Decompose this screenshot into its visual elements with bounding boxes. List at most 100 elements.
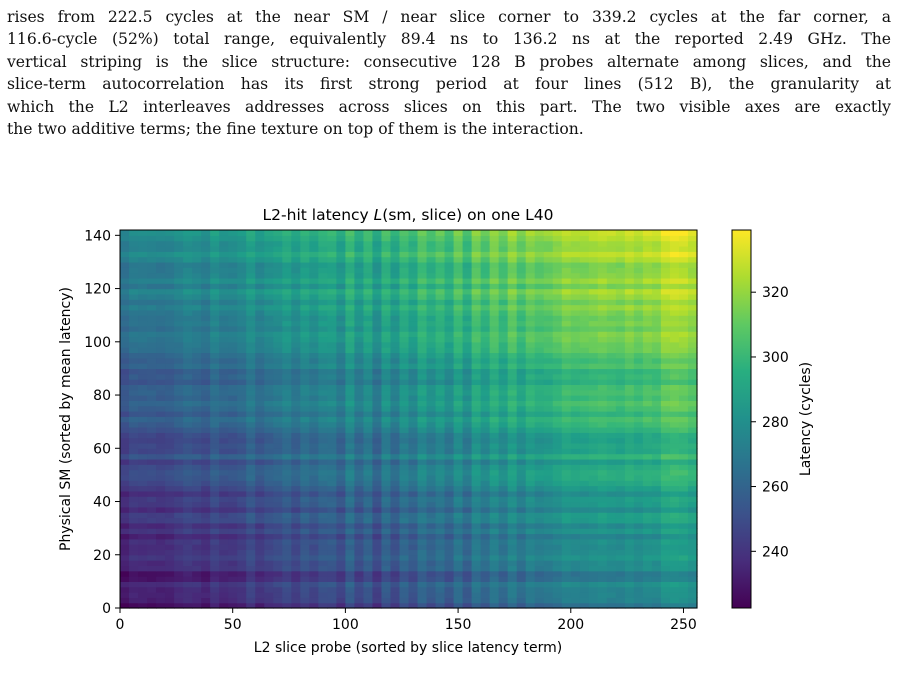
heatmap-cell <box>408 533 419 540</box>
heatmap-cell <box>237 469 247 476</box>
heatmap-cell <box>282 400 292 407</box>
heatmap-cell <box>264 405 274 412</box>
heatmap-cell <box>354 379 365 385</box>
heatmap-cell <box>507 448 518 455</box>
heatmap-cell <box>183 581 193 588</box>
heatmap-cell <box>174 320 184 327</box>
heatmap-cell <box>138 331 148 338</box>
heatmap-cell <box>480 405 491 412</box>
heatmap-cell <box>183 458 193 465</box>
heatmap-cell <box>489 357 500 364</box>
heatmap-cell <box>615 528 626 535</box>
heatmap-cell <box>381 261 392 268</box>
heatmap-cell <box>444 352 455 359</box>
heatmap-cell <box>516 458 527 465</box>
heatmap-cell <box>579 230 590 236</box>
heatmap-cell <box>561 256 572 263</box>
heatmap-cell <box>165 581 175 588</box>
heatmap-cell <box>552 560 563 566</box>
heatmap-cell <box>507 379 518 385</box>
heatmap-cell <box>435 341 446 348</box>
heatmap-cell <box>408 352 419 359</box>
heatmap-cell <box>138 283 148 290</box>
heatmap-cell <box>282 373 292 380</box>
heatmap-cell <box>363 512 374 519</box>
heatmap-cell <box>246 442 256 449</box>
heatmap-cell <box>210 597 220 604</box>
heatmap-cell <box>156 373 166 380</box>
heatmap-cell <box>561 331 572 338</box>
heatmap-cell <box>489 416 500 423</box>
heatmap-cell <box>336 384 346 391</box>
heatmap-cell <box>282 320 292 327</box>
heatmap-cell <box>282 549 292 556</box>
heatmap-cell <box>579 581 590 588</box>
heatmap-cell <box>228 453 238 460</box>
heatmap-cell <box>264 506 274 513</box>
heatmap-cell <box>462 293 473 300</box>
heatmap-cell <box>633 357 644 364</box>
heatmap-cell <box>228 347 238 354</box>
heatmap-cell <box>444 336 455 343</box>
heatmap-cell <box>273 517 283 524</box>
heatmap-cell <box>165 586 175 593</box>
heatmap-cell <box>264 458 274 465</box>
heatmap-cell <box>228 267 238 274</box>
heatmap-cell <box>417 384 428 391</box>
heatmap-cell <box>444 517 455 524</box>
heatmap-cell <box>642 512 653 519</box>
heatmap-cell <box>174 522 184 529</box>
heatmap-cell <box>372 347 383 354</box>
heatmap-cell <box>156 411 166 417</box>
heatmap-cell <box>390 560 401 566</box>
heatmap-cell <box>669 309 680 316</box>
heatmap-cell <box>444 256 455 263</box>
heatmap-cell <box>399 453 410 460</box>
heatmap-cell <box>516 304 527 311</box>
heatmap-cell <box>570 293 581 300</box>
heatmap-cell <box>282 469 292 476</box>
heatmap-cell <box>480 411 491 417</box>
heatmap-cell <box>336 592 346 598</box>
heatmap-cell <box>174 480 184 487</box>
heatmap-cell <box>282 341 292 348</box>
heatmap-cell <box>579 544 590 551</box>
heatmap-cell <box>201 421 211 428</box>
heatmap-cell <box>489 283 500 290</box>
heatmap-cell <box>399 267 410 274</box>
heatmap-cell <box>561 533 572 540</box>
heatmap-cell <box>156 560 166 566</box>
heatmap-cell <box>246 320 256 327</box>
heatmap-cell <box>246 341 256 348</box>
heatmap-cell <box>363 240 374 247</box>
heatmap-cell <box>336 315 346 322</box>
heatmap-cell <box>255 341 265 348</box>
heatmap-cell <box>660 528 671 535</box>
heatmap-cell <box>435 336 446 343</box>
heatmap-cell <box>390 442 401 449</box>
heatmap-cell <box>453 267 464 274</box>
heatmap-cell <box>273 528 283 535</box>
heatmap-cell <box>354 448 365 455</box>
heatmap-cell <box>291 586 301 593</box>
heatmap-cell <box>354 283 365 290</box>
heatmap-cell <box>165 544 175 551</box>
heatmap-cell <box>570 309 581 316</box>
heatmap-cell <box>372 293 383 300</box>
heatmap-cell <box>129 256 139 263</box>
heatmap-cell <box>471 544 482 551</box>
heatmap-cell <box>219 597 229 604</box>
heatmap-cell <box>624 581 635 588</box>
heatmap-cell <box>444 469 455 476</box>
heatmap-cell <box>381 469 392 476</box>
heatmap-cell <box>579 576 590 582</box>
heatmap-cell <box>651 251 662 258</box>
heatmap-cell <box>156 549 166 556</box>
heatmap-cell <box>228 389 238 396</box>
heatmap-cell <box>399 405 410 412</box>
heatmap-cell <box>291 602 301 609</box>
heatmap-cell <box>228 379 238 385</box>
heatmap-cell <box>201 336 211 343</box>
heatmap-cell <box>561 379 572 385</box>
heatmap-cell <box>507 464 518 471</box>
